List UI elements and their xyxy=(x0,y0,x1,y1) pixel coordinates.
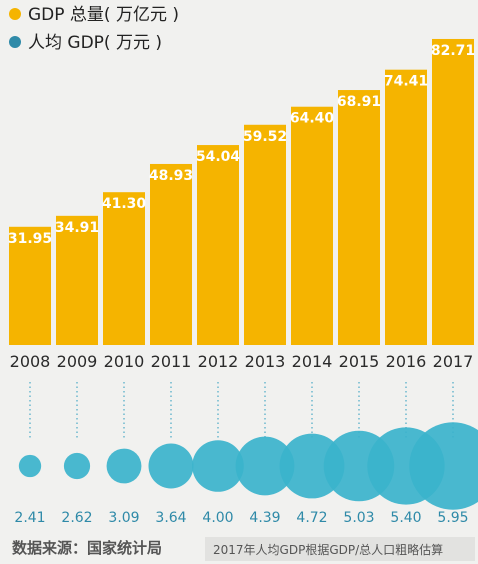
gdp-bar-2009 xyxy=(56,215,98,345)
dotted-connectors xyxy=(29,382,454,440)
year-label-2013: 2013 xyxy=(245,352,286,371)
gdp-bar-label-2013: 59.52 xyxy=(243,129,287,145)
per-capita-bubble-2013 xyxy=(235,436,295,496)
legend-gdp-dot xyxy=(9,8,21,20)
gdp-bar-labels: 31.9534.9141.3048.9354.0459.5264.4068.91… xyxy=(8,43,475,247)
gdp-bar-label-2011: 48.93 xyxy=(149,168,193,184)
gdp-bar-label-2015: 68.91 xyxy=(337,94,381,110)
gdp-bar-label-2012: 54.04 xyxy=(196,149,241,165)
year-label-2010: 2010 xyxy=(104,352,145,371)
year-label-2016: 2016 xyxy=(386,352,427,371)
legend: GDP 总量( 万亿元 ) 人均 GDP( 万元 ) xyxy=(9,5,179,53)
gdp-bar-label-2014: 64.40 xyxy=(290,111,335,127)
gdp-bar-2017 xyxy=(432,38,474,346)
gdp-bar-2011 xyxy=(150,163,192,345)
gdp-bar-label-2017: 82.71 xyxy=(431,43,475,59)
year-label-2011: 2011 xyxy=(151,352,192,371)
per-capita-labels: 2.41 2.62 3.09 3.64 4.00 4.39 4.72 5.03 5.40 5.95 xyxy=(14,510,468,526)
legend-per-capita-dot xyxy=(9,36,21,48)
year-labels: 2008 2009 2010 2011 2012 2013 2014 2015 2016 2017 xyxy=(10,352,474,371)
year-label-2012: 2012 xyxy=(198,352,239,371)
per-capita-label-2015: 5.03 xyxy=(343,510,374,526)
gdp-bar-2015 xyxy=(338,90,380,346)
year-label-2015: 2015 xyxy=(339,352,380,371)
per-capita-bubble-2010 xyxy=(106,448,142,484)
gdp-bar-label-2010: 41.30 xyxy=(102,196,147,212)
gdp-bar-2008 xyxy=(9,226,51,345)
per-capita-bubble-2012 xyxy=(192,440,244,492)
gdp-bars xyxy=(9,38,474,346)
footer-note-box xyxy=(205,537,475,561)
footer: 数据来源：国家统计局 2017年人均GDP根据GDP/总人口粗略估算 xyxy=(12,537,475,561)
year-label-2008: 2008 xyxy=(10,352,51,371)
gdp-bar-2014 xyxy=(291,106,333,345)
gdp-bar-label-2009: 34.91 xyxy=(55,220,99,236)
per-capita-label-2013: 4.39 xyxy=(249,510,280,526)
per-capita-label-2008: 2.41 xyxy=(14,510,45,526)
per-capita-bubbles xyxy=(18,422,478,510)
gdp-bar-2010 xyxy=(103,192,145,345)
footer-source: 数据来源：国家统计局 xyxy=(12,539,162,557)
gdp-bar-2013 xyxy=(244,124,286,345)
gdp-bar-label-2016: 74.41 xyxy=(384,74,428,90)
per-capita-bubble-2011 xyxy=(148,443,194,489)
year-label-2014: 2014 xyxy=(292,352,333,371)
per-capita-label-2017: 5.95 xyxy=(437,510,468,526)
per-capita-label-2014: 4.72 xyxy=(296,510,327,526)
gdp-bar-2016 xyxy=(385,69,427,346)
footer-note: 2017年人均GDP根据GDP/总人口粗略估算 xyxy=(213,542,443,557)
per-capita-label-2012: 4.00 xyxy=(202,510,233,526)
gdp-bar-2012 xyxy=(197,145,239,345)
legend-per-capita-label: 人均 GDP( 万元 ) xyxy=(28,33,162,53)
gdp-bar-label-2008: 31.95 xyxy=(8,231,52,247)
per-capita-bubble-2009 xyxy=(63,452,91,480)
year-label-2017: 2017 xyxy=(433,352,474,371)
per-capita-label-2009: 2.62 xyxy=(61,510,92,526)
per-capita-label-2011: 3.64 xyxy=(155,510,186,526)
year-label-2009: 2009 xyxy=(57,352,98,371)
per-capita-label-2016: 5.40 xyxy=(390,510,421,526)
per-capita-bubble-2017 xyxy=(409,422,478,510)
legend-gdp-label: GDP 总量( 万亿元 ) xyxy=(28,5,179,25)
per-capita-bubble-2008 xyxy=(18,454,42,478)
per-capita-label-2010: 3.09 xyxy=(108,510,139,526)
